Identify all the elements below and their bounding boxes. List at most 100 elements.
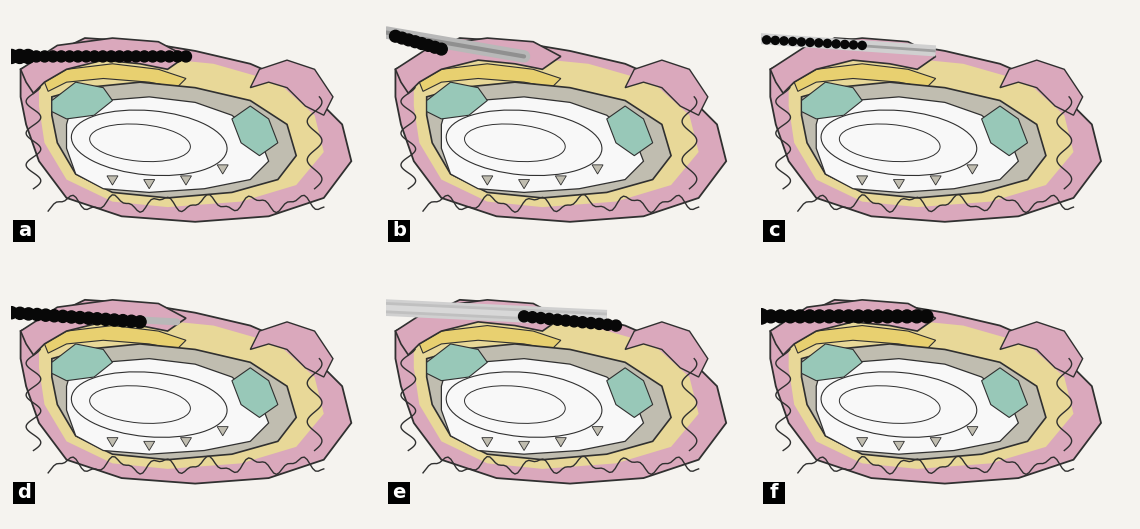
Polygon shape: [555, 176, 567, 185]
Polygon shape: [789, 57, 1074, 207]
FancyBboxPatch shape: [14, 220, 35, 242]
Polygon shape: [420, 64, 561, 92]
Text: b: b: [392, 222, 406, 241]
Polygon shape: [44, 64, 186, 92]
Polygon shape: [414, 57, 699, 207]
Circle shape: [114, 51, 125, 62]
Circle shape: [536, 313, 546, 324]
Circle shape: [881, 310, 894, 323]
Polygon shape: [420, 325, 561, 353]
Circle shape: [108, 314, 121, 326]
Polygon shape: [856, 176, 868, 185]
Circle shape: [74, 312, 86, 324]
Polygon shape: [625, 60, 708, 115]
Circle shape: [585, 317, 596, 329]
Circle shape: [577, 317, 588, 328]
Circle shape: [815, 39, 823, 47]
Circle shape: [65, 311, 78, 323]
Circle shape: [91, 313, 104, 325]
Text: a: a: [18, 222, 31, 241]
Circle shape: [763, 36, 771, 44]
Circle shape: [125, 315, 138, 327]
Circle shape: [409, 36, 421, 48]
Circle shape: [911, 310, 923, 323]
Polygon shape: [180, 437, 192, 447]
Polygon shape: [144, 179, 155, 189]
Polygon shape: [606, 368, 653, 417]
Polygon shape: [21, 300, 186, 355]
FancyBboxPatch shape: [763, 220, 785, 242]
Polygon shape: [801, 82, 862, 119]
Polygon shape: [218, 165, 228, 174]
Circle shape: [765, 310, 777, 323]
Circle shape: [754, 308, 768, 324]
Circle shape: [842, 310, 855, 323]
Polygon shape: [426, 344, 487, 381]
Text: d: d: [17, 484, 31, 502]
Circle shape: [789, 38, 797, 45]
Polygon shape: [396, 38, 726, 222]
Polygon shape: [414, 318, 699, 469]
Circle shape: [164, 51, 174, 62]
Polygon shape: [771, 300, 1101, 484]
Polygon shape: [816, 97, 1018, 193]
Circle shape: [832, 40, 840, 48]
Text: c: c: [768, 222, 780, 241]
Polygon shape: [856, 437, 868, 447]
Circle shape: [40, 309, 51, 321]
Polygon shape: [555, 437, 567, 447]
Circle shape: [48, 309, 60, 322]
Circle shape: [823, 310, 836, 323]
Polygon shape: [930, 176, 942, 185]
Polygon shape: [625, 322, 708, 377]
Circle shape: [519, 311, 530, 322]
Polygon shape: [1000, 322, 1083, 377]
Circle shape: [832, 310, 846, 323]
Polygon shape: [771, 38, 936, 93]
Circle shape: [594, 318, 604, 330]
Circle shape: [116, 315, 129, 327]
Ellipse shape: [464, 386, 565, 423]
Circle shape: [64, 51, 75, 62]
Circle shape: [423, 40, 434, 51]
Ellipse shape: [446, 372, 602, 437]
Circle shape: [402, 34, 415, 46]
Polygon shape: [592, 165, 603, 174]
Polygon shape: [107, 437, 117, 447]
Text: e: e: [392, 484, 406, 502]
Ellipse shape: [821, 110, 977, 176]
Polygon shape: [771, 38, 1101, 222]
Circle shape: [890, 310, 904, 323]
Polygon shape: [482, 176, 492, 185]
Polygon shape: [426, 82, 671, 198]
Polygon shape: [231, 368, 278, 417]
Ellipse shape: [821, 372, 977, 437]
Circle shape: [813, 310, 825, 323]
Polygon shape: [21, 38, 186, 93]
Polygon shape: [789, 318, 1074, 469]
Polygon shape: [66, 97, 269, 193]
Circle shape: [858, 41, 866, 49]
Circle shape: [780, 37, 788, 45]
FancyBboxPatch shape: [14, 482, 35, 504]
Circle shape: [81, 51, 91, 62]
Polygon shape: [894, 441, 904, 451]
Circle shape: [5, 49, 18, 63]
Polygon shape: [606, 106, 653, 156]
Polygon shape: [51, 82, 296, 198]
Text: f: f: [770, 484, 779, 502]
Polygon shape: [396, 300, 726, 484]
Polygon shape: [930, 437, 942, 447]
Circle shape: [39, 51, 50, 62]
Circle shape: [772, 37, 780, 44]
Circle shape: [57, 311, 68, 323]
Polygon shape: [982, 368, 1027, 417]
Circle shape: [840, 40, 849, 49]
Polygon shape: [251, 322, 333, 377]
Ellipse shape: [839, 386, 940, 423]
Circle shape: [793, 310, 806, 323]
Circle shape: [806, 39, 814, 47]
Circle shape: [122, 51, 133, 62]
Polygon shape: [967, 426, 978, 436]
Ellipse shape: [90, 386, 190, 423]
